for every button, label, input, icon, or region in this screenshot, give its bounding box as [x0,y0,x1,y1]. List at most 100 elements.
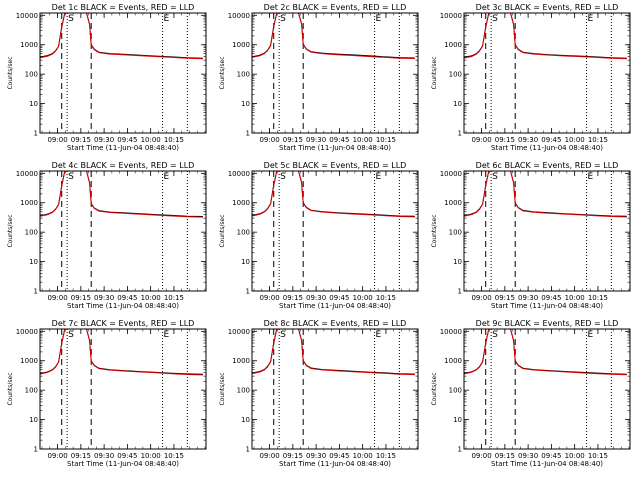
y-tick-label: 10000 [228,170,250,178]
y-axis-label: Counts/sec [431,214,438,247]
x-tick-label: 09:00 [471,136,491,144]
y-tick-label: 10 [241,100,250,108]
x-tick-label: 10:15 [376,294,396,302]
panel-title: Det 2c BLACK = Events, RED = LLD [264,3,407,12]
panel-title: Det 8c BLACK = Events, RED = LLD [264,319,407,328]
y-tick-label: 10000 [228,12,250,20]
panel-7: Det 7c BLACK = Events, RED = LLD Counts/s… [7,319,207,468]
x-tick-label: 10:15 [376,452,396,460]
y-axis-label: Counts/sec [219,372,226,405]
series-lld-line [40,329,203,376]
series-lld-line [40,13,203,60]
panel-title: Det 4c BLACK = Events, RED = LLD [52,161,195,170]
x-tick-label: 10:15 [164,294,184,302]
y-tick-label: 100 [237,387,250,395]
x-tick-label: 09:15 [283,294,303,302]
panel-8: Det 8c BLACK = Events, RED = LLD Counts/s… [219,319,419,468]
y-tick-label: 1000 [232,41,250,49]
x-tick-label: 10:00 [353,136,373,144]
start-marker-label: S [492,172,498,182]
series-events-line [252,13,415,59]
series-events-line [252,329,415,375]
plot-frame [39,170,207,292]
x-tick-label: 09:15 [495,452,515,460]
panel-5: Det 5c BLACK = Events, RED = LLD Counts/s… [219,161,419,310]
series-lld-line [252,329,415,376]
plot-frame [39,12,207,134]
x-tick-label: 09:15 [71,294,91,302]
y-tick-label: 100 [449,229,462,237]
y-tick-label: 10 [29,416,38,424]
x-tick-label: 09:30 [306,136,326,144]
end-marker-label: E [588,172,594,182]
y-tick-label: 100 [25,229,38,237]
y-tick-label: 1000 [20,41,38,49]
x-tick-label: 09:30 [518,452,538,460]
panel-3: Det 3c BLACK = Events, RED = LLD Counts/s… [431,3,631,152]
series-lld-line [464,13,627,60]
panel-title: Det 9c BLACK = Events, RED = LLD [476,319,619,328]
x-tick-label: 09:45 [541,452,561,460]
x-tick-label: 09:15 [71,136,91,144]
x-tick-label: 10:00 [565,294,585,302]
x-tick-label: 09:30 [94,136,114,144]
y-tick-label: 10 [29,258,38,266]
end-marker-label: E [164,172,170,182]
x-axis-label: Start Time (11-Jun-04 08:48:40) [279,460,391,468]
y-tick-label: 1000 [232,199,250,207]
y-tick-label: 10000 [440,328,462,336]
plot-frame [251,328,419,450]
y-tick-label: 1 [246,446,250,454]
panel-6: Det 6c BLACK = Events, RED = LLD Counts/s… [431,161,631,310]
x-tick-label: 09:30 [518,136,538,144]
panel-title: Det 1c BLACK = Events, RED = LLD [52,3,195,12]
x-tick-label: 09:30 [94,452,114,460]
y-tick-label: 100 [25,71,38,79]
start-marker-label: S [492,14,498,24]
y-tick-label: 100 [449,71,462,79]
x-tick-label: 09:30 [94,294,114,302]
y-axis-label: Counts/sec [431,56,438,89]
y-tick-label: 1 [34,130,38,138]
start-marker-label: S [68,172,74,182]
x-tick-label: 09:45 [329,294,349,302]
x-tick-label: 09:30 [518,294,538,302]
series-lld-line [464,171,627,218]
start-marker-label: S [280,14,286,24]
plot-frame [463,328,631,450]
x-tick-label: 09:00 [471,294,491,302]
series-events-line [464,171,627,217]
panel-1: Det 1c BLACK = Events, RED = LLD Counts/s… [7,3,207,152]
y-tick-label: 10 [453,416,462,424]
x-tick-label: 10:15 [588,452,608,460]
y-axis-label: Counts/sec [431,372,438,405]
x-tick-label: 09:00 [47,452,67,460]
start-marker-label: S [280,172,286,182]
panel-4: Det 4c BLACK = Events, RED = LLD Counts/s… [7,161,207,310]
panel-2: Det 2c BLACK = Events, RED = LLD Counts/s… [219,3,419,152]
x-tick-label: 09:15 [283,136,303,144]
x-axis-label: Start Time (11-Jun-04 08:48:40) [491,460,603,468]
series-events-line [40,171,203,217]
x-tick-label: 09:45 [329,136,349,144]
x-tick-label: 09:00 [47,136,67,144]
series-events-line [40,329,203,375]
plot-frame [463,12,631,134]
end-marker-label: E [376,330,382,340]
x-tick-label: 09:45 [117,452,137,460]
series-lld-line [464,329,627,376]
x-tick-label: 09:00 [47,294,67,302]
x-tick-label: 09:30 [306,294,326,302]
series-lld-line [252,13,415,59]
plot-frame [463,170,631,292]
x-tick-label: 10:00 [141,136,161,144]
series-events-line [252,171,415,217]
y-axis-label: Counts/sec [7,56,14,89]
plot-frame [251,12,419,134]
y-tick-label: 1000 [20,199,38,207]
start-marker-label: S [280,330,286,340]
y-tick-label: 10000 [228,328,250,336]
x-tick-label: 09:15 [495,136,515,144]
end-marker-label: E [376,14,382,24]
